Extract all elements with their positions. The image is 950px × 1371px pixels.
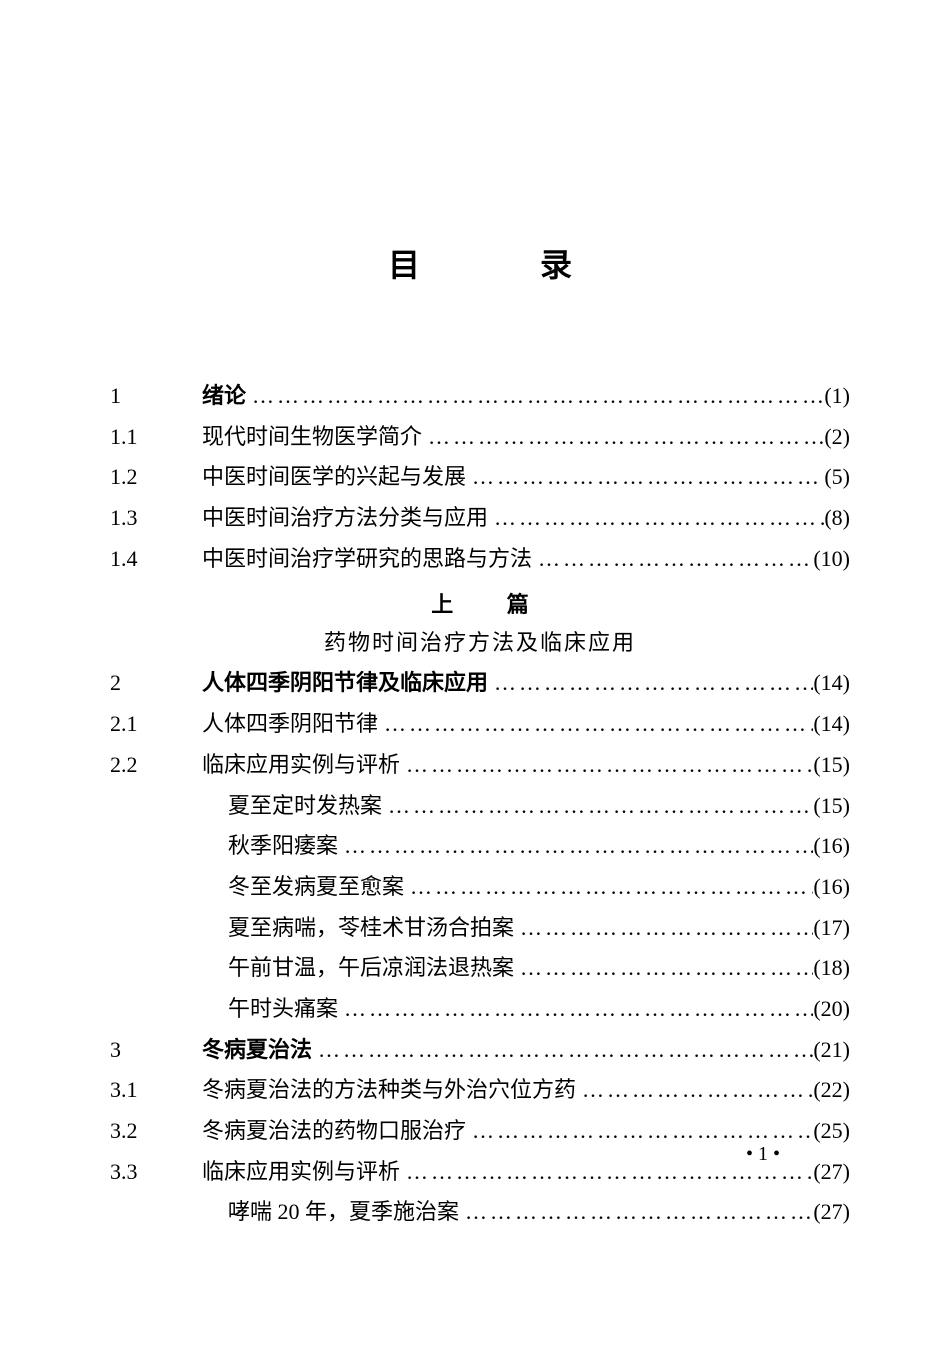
toc-entry-title: 冬病夏治法的方法种类与外治穴位方药 — [202, 1070, 576, 1111]
toc-entry-number: 1 — [110, 376, 202, 417]
toc-leader-dots — [312, 1030, 813, 1071]
toc-entry-title: 临床应用实例与评析 — [202, 1152, 400, 1193]
toc-leader-dots — [488, 663, 813, 704]
toc-entry-title: 冬病夏治法的药物口服治疗 — [202, 1111, 466, 1152]
section-heading: 上 篇 — [110, 587, 850, 619]
table-of-contents: 1绪论 (1) 1.1现代时间生物医学简介 (2) 1.2中医时间医学的兴起与发展 (5)… — [110, 376, 850, 1233]
toc-entry: 2.2临床应用实例与评析 (15) — [110, 745, 850, 786]
toc-entry-page: (25) — [813, 1111, 850, 1152]
toc-entry-number: 2.2 — [110, 745, 202, 786]
toc-entry-title: 秋季阳痿案 — [202, 826, 338, 867]
toc-entry-page: (22) — [813, 1070, 850, 1111]
toc-entry-number: 2 — [110, 663, 202, 704]
toc-entry: 1.2中医时间医学的兴起与发展 (5) — [110, 457, 850, 498]
toc-entry: 2.1人体四季阴阳节律 (14) — [110, 704, 850, 745]
toc-entry-number: 3.3 — [110, 1152, 202, 1193]
toc-entry: 午时头痛案 (20) — [110, 989, 850, 1030]
toc-entry: 秋季阳痿案 (16) — [110, 826, 850, 867]
toc-entry: 冬至发病夏至愈案 (16) — [110, 867, 850, 908]
toc-leader-dots — [378, 704, 813, 745]
toc-entry-page: (18) — [813, 948, 850, 989]
toc-entry-page: (2) — [824, 417, 850, 458]
toc-entry-page: (14) — [813, 704, 850, 745]
toc-entry: 夏至病喘，苓桂术甘汤合拍案 (17) — [110, 908, 850, 949]
toc-entry: 3.2冬病夏治法的药物口服治疗 (25) — [110, 1111, 850, 1152]
toc-entry-page: (10) — [813, 539, 850, 580]
toc-entry: 3冬病夏治法 (21) — [110, 1030, 850, 1071]
toc-entry: 夏至定时发热案 (15) — [110, 786, 850, 827]
toc-entry: 2人体四季阴阳节律及临床应用 (14) — [110, 663, 850, 704]
toc-entry-number: 3.1 — [110, 1070, 202, 1111]
toc-entry: 1.3中医时间治疗方法分类与应用 (8) — [110, 498, 850, 539]
toc-entry-page: (15) — [813, 786, 850, 827]
toc-entry-number: 3 — [110, 1030, 202, 1071]
page-number-footer: • 1 • — [746, 1143, 780, 1166]
toc-entry: 哮喘 20 年，夏季施治案 (27) — [110, 1192, 850, 1233]
section-subtitle: 药物时间治疗方法及临床应用 — [110, 625, 850, 657]
toc-entry-number: 1.1 — [110, 417, 202, 458]
toc-entry: 1.4中医时间治疗学研究的思路与方法 (10) — [110, 539, 850, 580]
toc-entry-title: 哮喘 20 年，夏季施治案 — [202, 1192, 459, 1233]
toc-leader-dots — [422, 417, 824, 458]
toc-leader-dots — [466, 457, 824, 498]
toc-entry: 午前甘温，午后凉润法退热案 (18) — [110, 948, 850, 989]
toc-leader-dots — [532, 539, 813, 580]
toc-entry-page: (17) — [813, 908, 850, 949]
toc-entry: 3.3临床应用实例与评析 (27) — [110, 1152, 850, 1193]
toc-leader-dots — [576, 1070, 813, 1111]
toc-entry-page: (5) — [824, 457, 850, 498]
toc-entry-title: 冬至发病夏至愈案 — [202, 867, 404, 908]
toc-entry-page: (21) — [813, 1030, 850, 1071]
toc-leader-dots — [514, 948, 813, 989]
toc-entry-title: 中医时间治疗学研究的思路与方法 — [202, 539, 532, 580]
toc-leader-dots — [488, 498, 824, 539]
toc-entry-title: 夏至定时发热案 — [202, 786, 382, 827]
toc-leader-dots — [514, 908, 813, 949]
toc-entry-title: 中医时间治疗方法分类与应用 — [202, 498, 488, 539]
toc-leader-dots — [338, 826, 813, 867]
toc-leader-dots — [246, 376, 824, 417]
toc-entry-title: 夏至病喘，苓桂术甘汤合拍案 — [202, 908, 514, 949]
toc-entry-page: (15) — [813, 745, 850, 786]
toc-entry-title: 临床应用实例与评析 — [202, 745, 400, 786]
toc-entry-page: (16) — [813, 826, 850, 867]
toc-entry-page: (27) — [813, 1152, 850, 1193]
toc-entry-number: 1.4 — [110, 539, 202, 580]
toc-entry-title: 绪论 — [202, 376, 246, 417]
toc-entry-title: 人体四季阴阳节律及临床应用 — [202, 663, 488, 704]
toc-leader-dots — [400, 745, 813, 786]
toc-entry-title: 现代时间生物医学简介 — [202, 417, 422, 458]
toc-leader-dots — [382, 786, 813, 827]
toc-leader-dots — [459, 1192, 813, 1233]
toc-entry-number: 2.1 — [110, 704, 202, 745]
toc-entry: 1.1现代时间生物医学简介 (2) — [110, 417, 850, 458]
toc-entry-page: (20) — [813, 989, 850, 1030]
toc-entry-number: 1.3 — [110, 498, 202, 539]
toc-entry-page: (1) — [824, 376, 850, 417]
toc-entry-title: 冬病夏治法 — [202, 1030, 312, 1071]
toc-entry-page: (8) — [824, 498, 850, 539]
toc-entry: 1绪论 (1) — [110, 376, 850, 417]
toc-leader-dots — [404, 867, 813, 908]
toc-entry-number: 1.2 — [110, 457, 202, 498]
toc-entry-page: (16) — [813, 867, 850, 908]
toc-entry: 3.1冬病夏治法的方法种类与外治穴位方药 (22) — [110, 1070, 850, 1111]
page-title: 目录 — [110, 240, 850, 286]
toc-entry-page: (14) — [813, 663, 850, 704]
toc-leader-dots — [338, 989, 813, 1030]
toc-entry-page: (27) — [813, 1192, 850, 1233]
toc-entry-title: 人体四季阴阳节律 — [202, 704, 378, 745]
toc-entry-title: 中医时间医学的兴起与发展 — [202, 457, 466, 498]
toc-entry-number: 3.2 — [110, 1111, 202, 1152]
toc-entry-title: 午前甘温，午后凉润法退热案 — [202, 948, 514, 989]
toc-entry-title: 午时头痛案 — [202, 989, 338, 1030]
